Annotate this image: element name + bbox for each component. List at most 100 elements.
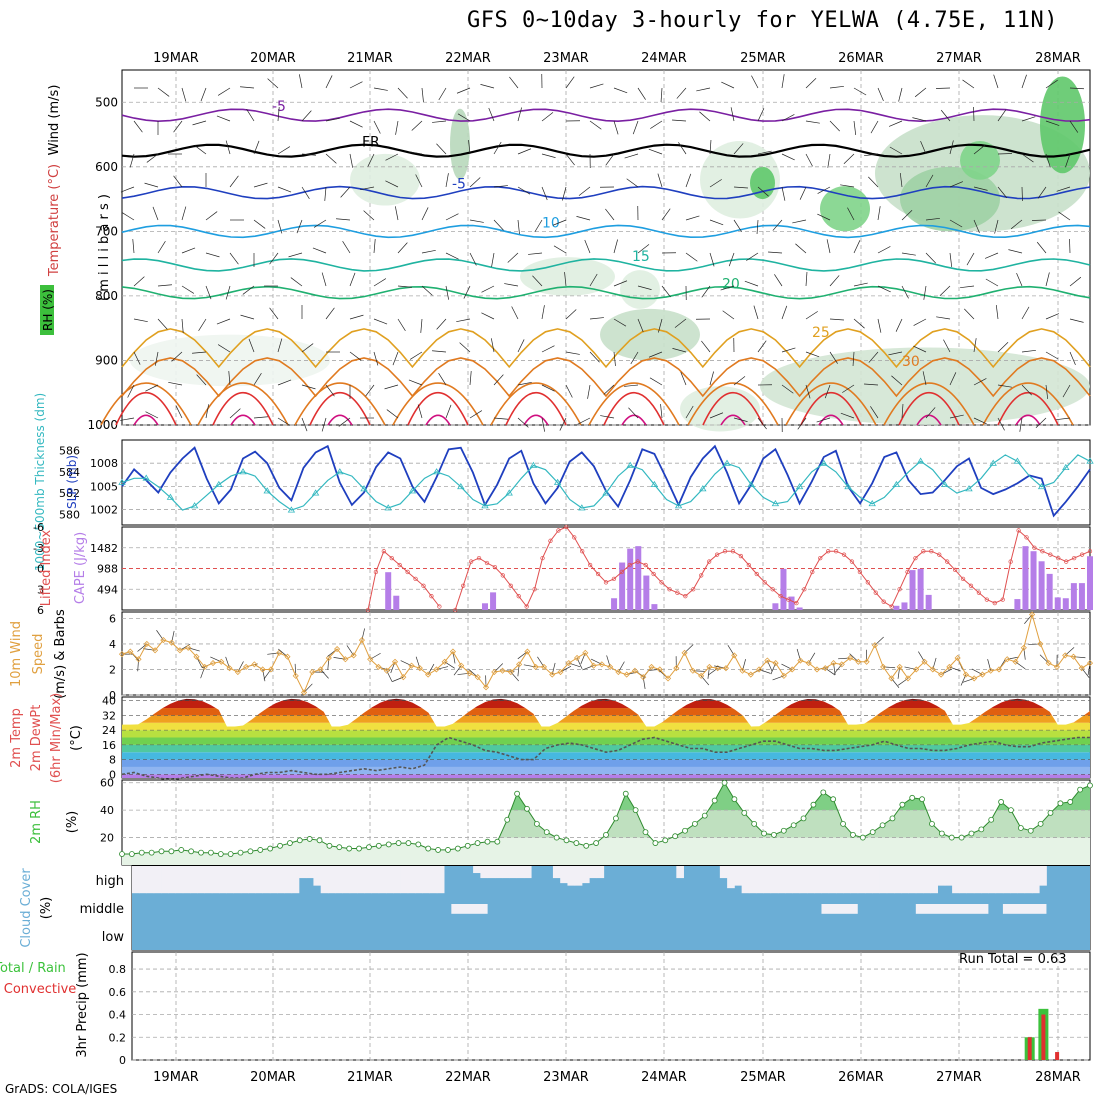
wind-barb (145, 384, 159, 392)
cloud-clear-high (777, 866, 786, 894)
isotherm-label: 15 (632, 249, 650, 265)
wind-barb (888, 120, 903, 127)
lifted-point (794, 600, 799, 606)
wind-speed-point (540, 663, 548, 670)
temp-band (122, 737, 1090, 745)
wind-barb (469, 410, 483, 419)
thickness-point (771, 499, 780, 507)
cloud-clear-high (930, 866, 938, 894)
wind-barb (321, 272, 327, 287)
rh-point (395, 840, 402, 846)
temp-tick-label: 16 (102, 739, 116, 752)
wind-speed-point (482, 684, 490, 691)
wind-speed-point (1070, 653, 1077, 660)
wind-barb (1019, 417, 1023, 432)
cloud-clear-high (734, 866, 743, 886)
rh-point (484, 838, 491, 845)
warm-contour (100, 382, 192, 426)
wind-barb (468, 140, 471, 155)
wind-speed-point (987, 667, 994, 674)
wind-speed-point (880, 663, 887, 670)
rh-point (603, 831, 609, 838)
wind-barb (469, 177, 481, 188)
lifted-point (675, 590, 680, 595)
cloud-clear-high (857, 866, 866, 894)
isotherm-label: 20 (722, 277, 740, 293)
wind-barb (993, 74, 999, 89)
wind-barb (868, 351, 879, 363)
rh-point (909, 794, 916, 801)
rh-point (830, 796, 837, 803)
rh-point (514, 790, 521, 797)
lifted-tick-label: -6 (33, 521, 44, 534)
wind-barb (168, 381, 183, 386)
wind-speed-point (160, 637, 167, 644)
hot-contour (407, 392, 469, 426)
rh-point (1057, 800, 1064, 807)
wind-barb (445, 252, 459, 260)
rh-point (504, 816, 511, 823)
wind-barb (421, 87, 424, 102)
thickness-point (215, 480, 223, 488)
rh-point (642, 829, 649, 835)
wind-barb (175, 405, 183, 419)
lifted-point (476, 555, 482, 561)
thickness-point (1062, 463, 1070, 471)
rh-point (178, 847, 185, 853)
lifted-point (595, 571, 601, 577)
cloud-clear-high (676, 866, 684, 879)
wind-barb (445, 404, 452, 419)
pressure-tick-label: 700 (95, 224, 118, 238)
cloud-clear-high (1024, 866, 1033, 894)
cloud-clear-high (386, 866, 394, 894)
wind-barb (157, 240, 166, 254)
wind-barb (613, 87, 628, 94)
wind-barb (922, 371, 927, 386)
wind-speed-point (648, 663, 655, 670)
precip-conv-bar (1055, 1052, 1060, 1060)
wind-barb (253, 182, 268, 188)
wind-barb (385, 180, 399, 188)
wind-barb (949, 181, 964, 188)
thickness-point (578, 504, 586, 511)
thickness-point (844, 482, 852, 490)
very-hot-contour (720, 414, 746, 426)
lifted-point (580, 549, 585, 554)
wind-barb (589, 317, 604, 320)
wind-barb (613, 239, 618, 254)
wind-barb (925, 252, 936, 264)
cloud-clear-high (719, 866, 728, 879)
wind-barb (480, 84, 495, 89)
lifted-tick-label: 6 (37, 604, 44, 617)
rh-point (632, 807, 639, 814)
rh-shade (1040, 76, 1085, 174)
wind-barb (436, 143, 447, 155)
cloud-clear-high (502, 866, 510, 879)
rh-point (682, 827, 688, 834)
wind-barb (181, 318, 184, 333)
lifted-point (437, 604, 442, 609)
lifted-point (492, 564, 498, 570)
cloud-clear-high (190, 866, 198, 894)
lifted-point (881, 599, 886, 604)
wind-barb (325, 384, 335, 397)
rh-point (721, 779, 728, 786)
rh-point (998, 799, 1005, 805)
rh-point (287, 840, 293, 846)
wind-barb (648, 148, 663, 155)
wind-barb (658, 318, 663, 333)
date-label-top: 22MAR (445, 51, 491, 66)
wind-barb (912, 117, 927, 122)
warm-contour (490, 382, 582, 426)
rh-point (207, 849, 214, 856)
wind-barb (192, 351, 207, 354)
date-label-bottom: 26MAR (838, 1070, 884, 1085)
cloud-clear-high (959, 866, 968, 894)
wind-barb (864, 383, 879, 386)
rh-point (731, 796, 738, 803)
thickness-tick-label: 580 (59, 508, 80, 521)
wind-barb (216, 318, 231, 325)
cloud-clear-high (182, 866, 191, 894)
rh-point (820, 789, 827, 796)
thickness-point (384, 504, 392, 511)
